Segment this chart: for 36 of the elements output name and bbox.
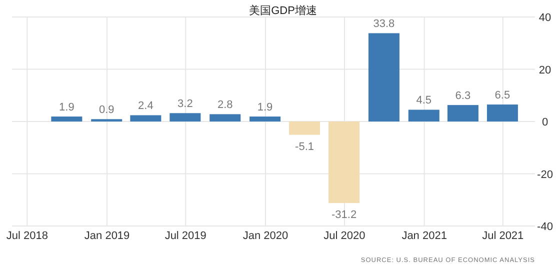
x-tick-label: Jan 2019 bbox=[84, 230, 130, 242]
chart-title: 美国GDP增速 bbox=[249, 4, 317, 17]
data-label: 6.3 bbox=[455, 90, 471, 102]
data-label: -5.1 bbox=[295, 140, 314, 153]
bar bbox=[408, 110, 440, 122]
data-label: -31.2 bbox=[331, 209, 357, 222]
x-tick-label: Jul 2021 bbox=[482, 230, 524, 242]
y-tick-label: 0 bbox=[542, 116, 548, 128]
y-tick-label: -20 bbox=[537, 168, 553, 181]
y-tick-label: 40 bbox=[538, 12, 552, 24]
data-label: 1.9 bbox=[59, 102, 74, 114]
x-tick-label: Jan 2021 bbox=[402, 230, 447, 242]
bar bbox=[250, 116, 281, 122]
x-tick-label: Jul 2018 bbox=[6, 230, 48, 242]
data-label: 4.5 bbox=[416, 94, 432, 107]
bar bbox=[170, 113, 201, 122]
x-tick-label: Jan 2020 bbox=[242, 230, 288, 242]
y-tick-label: -40 bbox=[537, 221, 553, 233]
bar bbox=[289, 122, 320, 135]
bar bbox=[447, 105, 478, 122]
data-label: 0.9 bbox=[98, 104, 114, 116]
bar bbox=[486, 104, 518, 122]
bar bbox=[368, 33, 400, 122]
data-label: 2.8 bbox=[217, 99, 233, 112]
x-tick-label: Jul 2019 bbox=[164, 230, 206, 242]
x-tick-label: Jul 2020 bbox=[324, 230, 366, 242]
bar bbox=[328, 122, 360, 204]
data-label: 6.5 bbox=[494, 90, 510, 102]
bar bbox=[210, 114, 241, 122]
data-label: 3.2 bbox=[178, 98, 193, 110]
data-label: 1.9 bbox=[257, 102, 273, 114]
y-tick-label: 20 bbox=[538, 64, 552, 76]
bar bbox=[51, 116, 82, 122]
bar bbox=[130, 115, 162, 122]
data-label: 2.4 bbox=[138, 100, 154, 112]
data-label: 33.8 bbox=[373, 18, 395, 30]
